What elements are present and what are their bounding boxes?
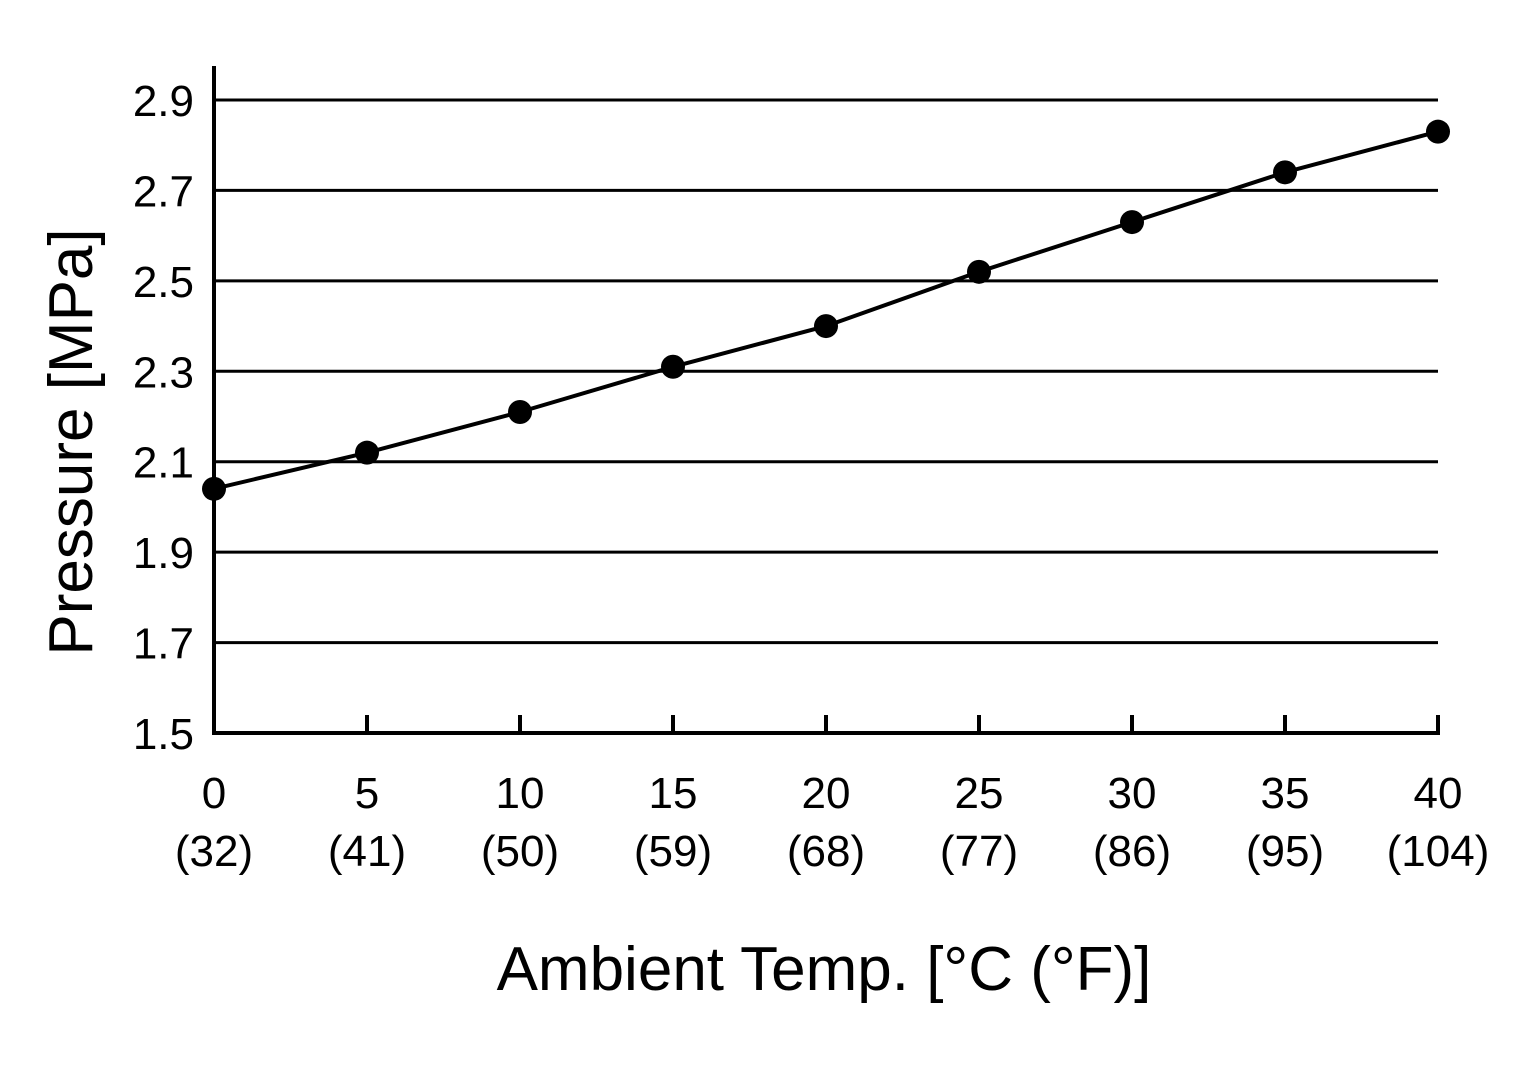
- x-tick-sublabel: (59): [634, 827, 712, 876]
- x-tick-sublabel: (104): [1387, 827, 1490, 876]
- x-tick-label: 40: [1414, 769, 1463, 818]
- x-tick-label: 0: [202, 769, 226, 818]
- y-tick-label: 1.9: [133, 529, 194, 578]
- x-tick-sublabel: (95): [1246, 827, 1324, 876]
- x-tick-label: 35: [1261, 769, 1310, 818]
- data-series: [202, 119, 1450, 501]
- x-tick-sublabel: (86): [1093, 827, 1171, 876]
- y-tick-label: 2.1: [133, 439, 194, 488]
- data-point: [355, 440, 379, 465]
- y-tick-label: 1.7: [133, 620, 194, 669]
- x-tick-sublabel: (41): [328, 827, 406, 876]
- data-point: [1273, 160, 1297, 185]
- y-tick-label: 2.9: [133, 77, 194, 126]
- axes: [212, 66, 1440, 735]
- x-tick-label: 5: [355, 769, 379, 818]
- y-axis-title: Pressure [MPa]: [37, 228, 106, 655]
- x-tick-sublabel: (68): [787, 827, 865, 876]
- x-axis-title: Ambient Temp. [°C (°F)]: [497, 935, 1152, 1004]
- grid-lines: [214, 98, 1438, 645]
- x-tick-label: 30: [1108, 769, 1157, 818]
- y-tick-label: 1.5: [133, 710, 194, 759]
- x-tick-sublabel: (32): [175, 827, 253, 876]
- x-tick-label: 10: [496, 769, 545, 818]
- y-tick-label: 2.3: [133, 348, 194, 397]
- x-tick-labels: 0 (32) 5 (41) 10 (50) 15 (59) 20 (68) 25 (77) 30 (86)…: [175, 769, 1489, 876]
- x-tick-sublabel: (50): [481, 827, 559, 876]
- data-point: [967, 259, 991, 284]
- x-tick-sublabel: (77): [940, 827, 1018, 876]
- data-point: [814, 314, 838, 339]
- x-tick-label: 25: [955, 769, 1004, 818]
- data-point: [202, 476, 226, 501]
- y-tick-labels: 1.5 1.7 1.9 2.1 2.3 2.5 2.7 2.9: [133, 77, 194, 759]
- y-tick-label: 2.7: [133, 167, 194, 216]
- data-point: [661, 354, 685, 379]
- y-tick-label: 2.5: [133, 258, 194, 307]
- x-tick-label: 15: [649, 769, 698, 818]
- data-point: [508, 399, 532, 424]
- data-point: [1120, 210, 1144, 235]
- series-line: [213, 129, 1439, 491]
- data-point: [1426, 119, 1450, 144]
- x-tick-label: 20: [802, 769, 851, 818]
